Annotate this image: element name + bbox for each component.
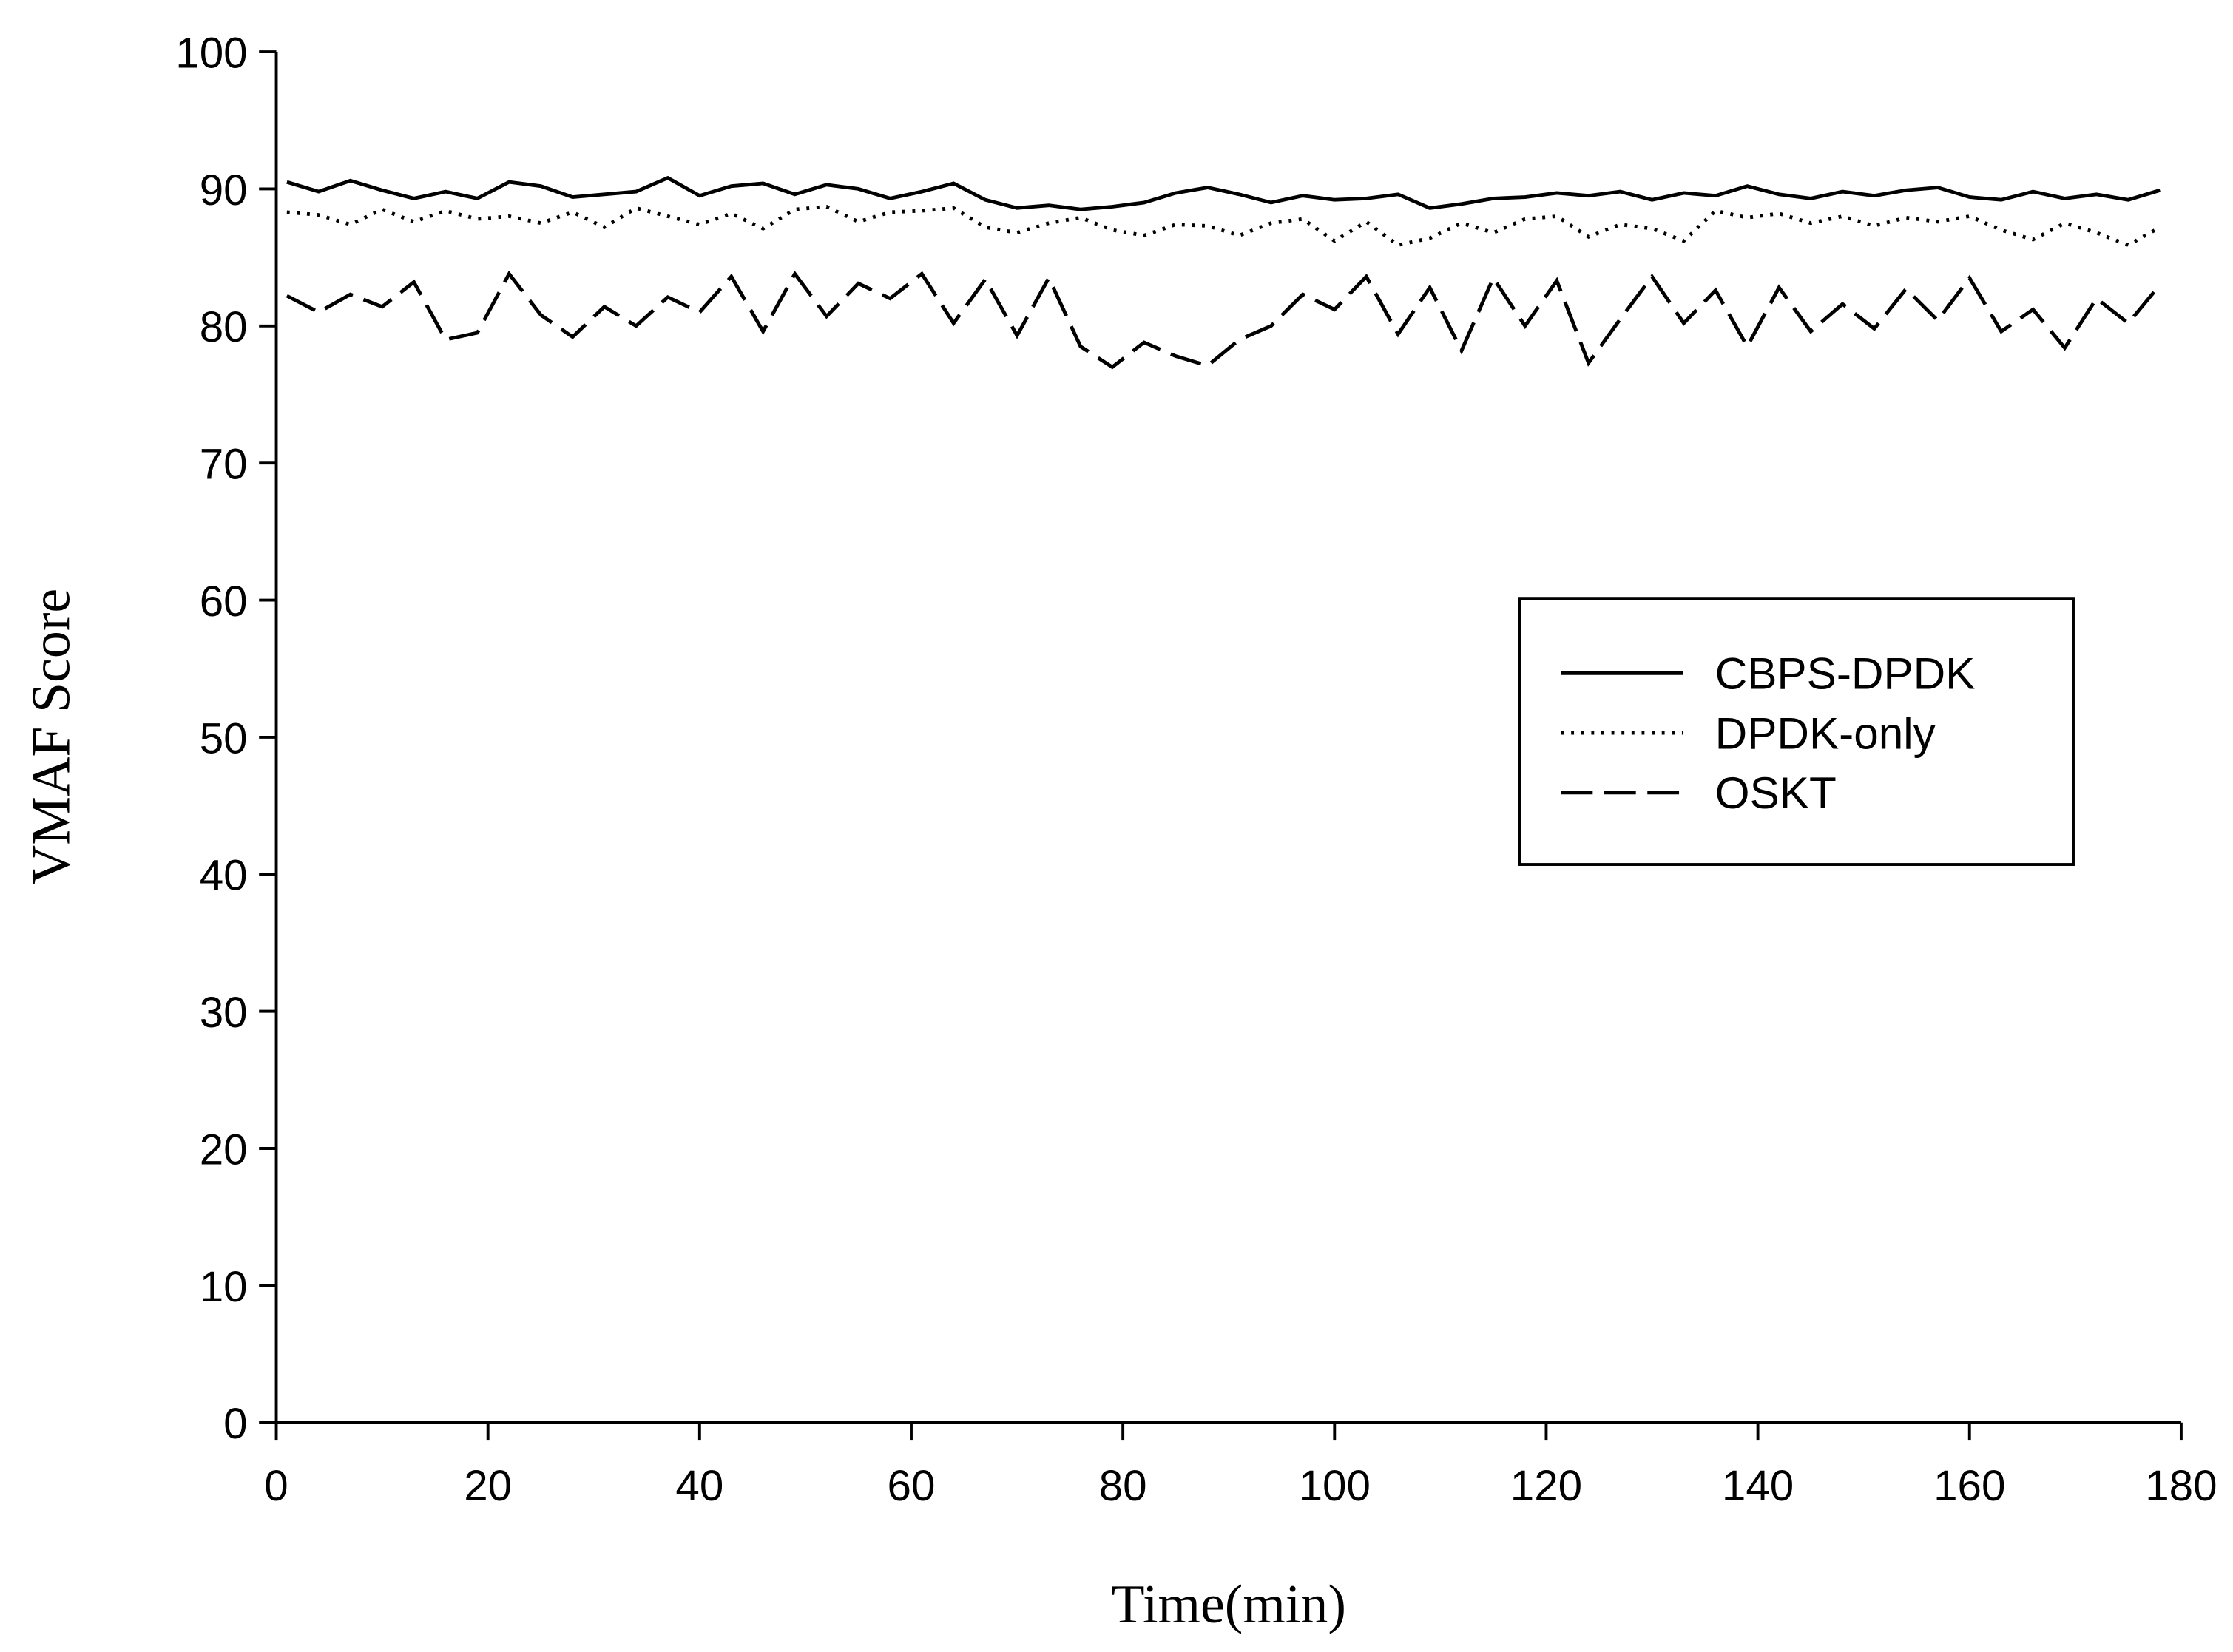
- x-tick-label: 120: [1510, 1462, 1582, 1510]
- y-tick-label: 0: [223, 1400, 247, 1448]
- y-tick-label: 100: [175, 29, 247, 77]
- series-line: [286, 175, 2161, 211]
- y-tick-label: 70: [200, 441, 248, 489]
- y-tick-label: 90: [200, 166, 248, 214]
- x-tick-label: 40: [675, 1462, 723, 1510]
- y-axis-label: VMAF Score: [20, 589, 81, 884]
- y-tick-label: 40: [200, 852, 248, 900]
- y-tick-label: 20: [200, 1125, 248, 1174]
- legend-label: OSKT: [1715, 768, 1837, 818]
- x-tick-label: 0: [264, 1462, 288, 1510]
- x-tick-label: 20: [464, 1462, 512, 1510]
- y-tick-label: 50: [200, 714, 248, 762]
- series-line: [286, 270, 2162, 370]
- x-axis-label: Time(min): [1111, 1574, 1346, 1634]
- x-tick-label: 60: [888, 1462, 936, 1510]
- y-tick-label: 30: [200, 989, 248, 1037]
- y-tick-label: 80: [200, 303, 248, 351]
- legend-label: DPDK-only: [1715, 708, 1936, 758]
- series-line: [286, 205, 2161, 248]
- x-tick-label: 100: [1299, 1462, 1371, 1510]
- x-tick-label: 140: [1722, 1462, 1794, 1510]
- y-tick-label: 60: [200, 578, 248, 626]
- y-tick-label: 10: [200, 1263, 248, 1311]
- x-tick-label: 160: [1933, 1462, 2005, 1510]
- legend-label: CBPS-DPDK: [1715, 649, 1976, 699]
- x-tick-label: 80: [1099, 1462, 1147, 1510]
- x-tick-label: 180: [2145, 1462, 2217, 1510]
